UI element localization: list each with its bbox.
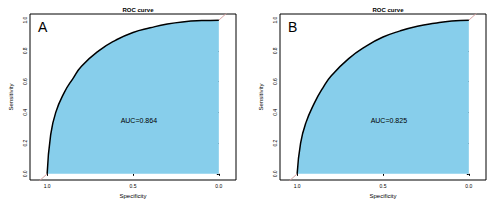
svg-text:ROC curve: ROC curve (122, 7, 154, 13)
svg-text:B: B (288, 19, 297, 35)
svg-text:1.0: 1.0 (22, 16, 28, 23)
svg-text:Specificity: Specificity (369, 193, 396, 199)
svg-text:AUC=0.864: AUC=0.864 (121, 117, 157, 124)
svg-text:0.5: 0.5 (130, 183, 137, 189)
svg-text:Sensitivity: Sensitivity (258, 83, 264, 110)
svg-text:1.0: 1.0 (294, 183, 301, 189)
svg-text:AUC=0.825: AUC=0.825 (371, 117, 407, 124)
svg-text:0.4: 0.4 (22, 109, 28, 116)
svg-text:0.0: 0.0 (465, 183, 472, 189)
svg-text:0.0: 0.0 (22, 170, 28, 177)
svg-text:0.4: 0.4 (272, 109, 278, 116)
svg-text:0.8: 0.8 (22, 47, 28, 54)
svg-text:0.2: 0.2 (22, 139, 28, 146)
svg-text:0.2: 0.2 (272, 139, 278, 146)
svg-text:Sensitivity: Sensitivity (8, 83, 14, 110)
svg-text:0.6: 0.6 (22, 78, 28, 85)
svg-text:Specificity: Specificity (119, 193, 146, 199)
svg-text:0.0: 0.0 (272, 170, 278, 177)
svg-text:0.6: 0.6 (272, 78, 278, 85)
svg-text:1.0: 1.0 (44, 183, 51, 189)
svg-text:1.0: 1.0 (272, 16, 278, 23)
svg-text:0.0: 0.0 (215, 183, 222, 189)
svg-text:0.8: 0.8 (272, 47, 278, 54)
svg-text:ROC curve: ROC curve (372, 7, 404, 13)
svg-text:A: A (38, 19, 48, 35)
svg-text:0.5: 0.5 (380, 183, 387, 189)
